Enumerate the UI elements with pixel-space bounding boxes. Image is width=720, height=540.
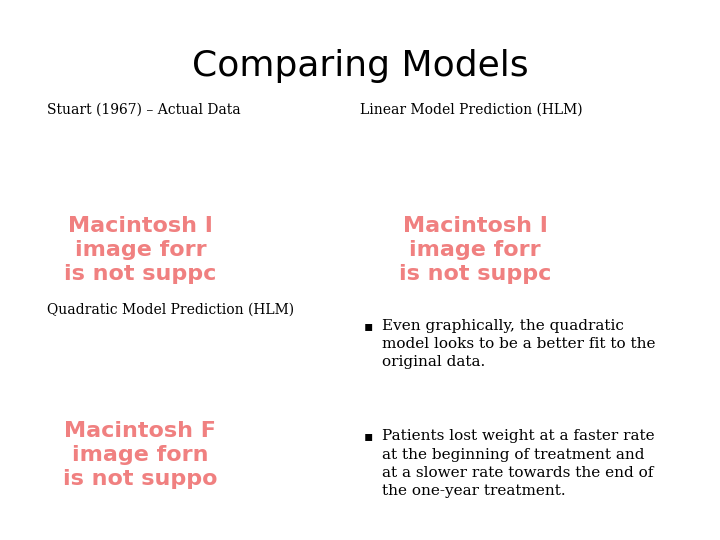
Text: ▪: ▪ [364, 429, 373, 443]
Text: Even graphically, the quadratic
model looks to be a better fit to the
original d: Even graphically, the quadratic model lo… [382, 319, 655, 369]
Text: Macintosh I
image forr
is not suppc: Macintosh I image forr is not suppc [64, 216, 217, 284]
Text: Macintosh F
image forn
is not suppo: Macintosh F image forn is not suppo [63, 421, 217, 489]
Text: Stuart (1967) – Actual Data: Stuart (1967) – Actual Data [47, 103, 240, 117]
Text: Linear Model Prediction (HLM): Linear Model Prediction (HLM) [360, 103, 582, 117]
Text: Comparing Models: Comparing Models [192, 49, 528, 83]
Text: ▪: ▪ [364, 319, 373, 333]
Text: Quadratic Model Prediction (HLM): Quadratic Model Prediction (HLM) [47, 302, 294, 316]
Text: Patients lost weight at a faster rate
at the beginning of treatment and
at a slo: Patients lost weight at a faster rate at… [382, 429, 654, 498]
Text: Macintosh I
image forr
is not suppc: Macintosh I image forr is not suppc [399, 216, 552, 284]
